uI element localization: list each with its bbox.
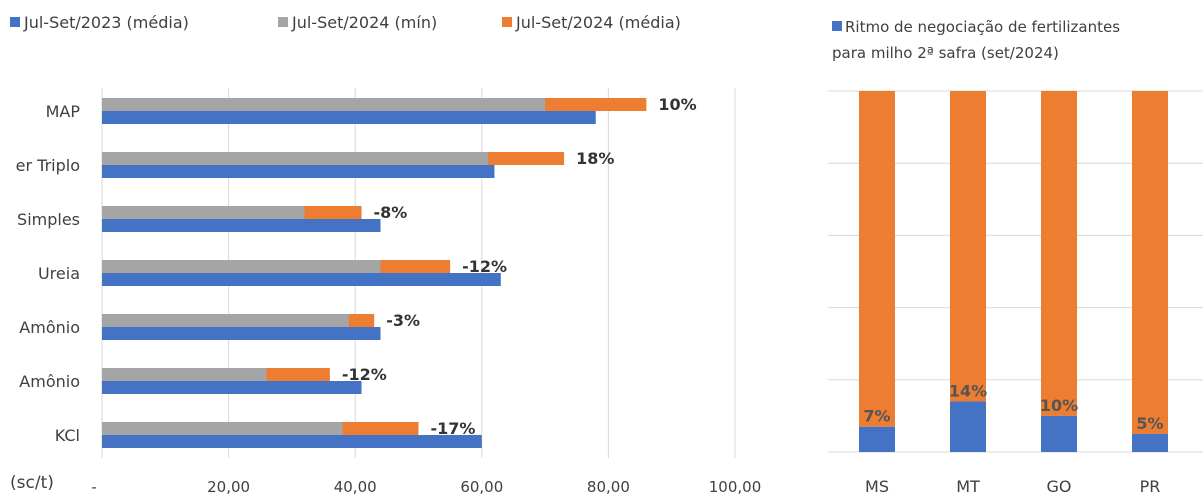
category-label: GO (1047, 477, 1072, 496)
data-label: 10% (658, 95, 696, 114)
bar-2023-media (102, 327, 381, 340)
category-label: MAP (46, 102, 81, 121)
legend-swatch (10, 17, 20, 27)
bar-chart-prices: - 20,00 40,00 60,00 80,00 100,00 (sc/t) MAP 10% e… (10, 88, 761, 496)
column-remainder (859, 91, 895, 427)
data-label: 18% (576, 149, 614, 168)
x-tick-label: 80,00 (587, 478, 630, 496)
bar-2023-media (102, 273, 501, 286)
legend-prices: Jul-Set/2023 (média) Jul-Set/2024 (mín) Ju… (10, 13, 681, 32)
column-negotiated (859, 426, 895, 452)
legend-entry: Jul-Set/2024 (média) (515, 13, 681, 32)
column-negotiated (950, 401, 986, 452)
bar-2023-media (102, 165, 495, 178)
category-label: Amônio (19, 318, 80, 337)
column-remainder (1041, 91, 1077, 416)
bar-2024-min (102, 152, 489, 165)
category-label: PR (1140, 477, 1161, 496)
legend-entry: Jul-Set/2023 (média) (23, 13, 189, 32)
legend-entry: Jul-Set/2024 (mín) (291, 13, 437, 32)
legend-swatch (502, 17, 512, 27)
legend-swatch (278, 17, 288, 27)
data-label: 10% (1040, 396, 1078, 415)
category-label: Amônio (19, 372, 80, 391)
bar-2023-media (102, 219, 381, 232)
data-label: 7% (863, 407, 890, 426)
x-tick-label: - (91, 478, 96, 496)
legend-negotiation: Ritmo de negociação de fertilizantes para… (832, 18, 1120, 62)
bar-2024-min (102, 422, 343, 435)
category-label: Ureia (38, 264, 80, 283)
data-label: -12% (342, 365, 387, 384)
category-label: MT (956, 477, 980, 496)
column-remainder (1132, 91, 1168, 434)
x-tick-label: 20,00 (207, 478, 250, 496)
legend-swatch (832, 21, 842, 31)
bar-2023-media (102, 381, 362, 394)
bar-2023-media (102, 111, 596, 124)
column-negotiated (1041, 415, 1077, 452)
bar-2024-min (102, 368, 267, 381)
legend-entry: Ritmo de negociação de fertilizantes (845, 18, 1120, 36)
category-label: MS (865, 477, 889, 496)
bar-2024-min (102, 314, 349, 327)
x-tick-label: 40,00 (334, 478, 377, 496)
bar-2024-min (102, 206, 305, 219)
bar-chart-negotiation-pace: 7% MS 14% MT 10% GO 5% PR (828, 90, 1203, 496)
column-negotiated (1132, 433, 1168, 452)
legend-entry: para milho 2ª safra (set/2024) (832, 44, 1059, 62)
category-label: KCl (55, 426, 80, 445)
bar-2024-min (102, 260, 381, 273)
bar-2024-min (102, 98, 546, 111)
data-label: 5% (1136, 414, 1163, 433)
category-label: er Triplo (16, 156, 80, 175)
x-tick-label: 60,00 (460, 478, 503, 496)
data-label: -3% (386, 311, 420, 330)
data-label: -17% (431, 419, 476, 438)
data-label: -12% (462, 257, 507, 276)
data-label: -8% (374, 203, 408, 222)
axis-unit-label: (sc/t) (10, 473, 54, 493)
column-remainder (950, 91, 986, 402)
data-label: 14% (949, 381, 987, 400)
bar-2023-media (102, 435, 482, 448)
x-tick-label: 100,00 (709, 478, 762, 496)
category-label: Simples (17, 210, 80, 229)
